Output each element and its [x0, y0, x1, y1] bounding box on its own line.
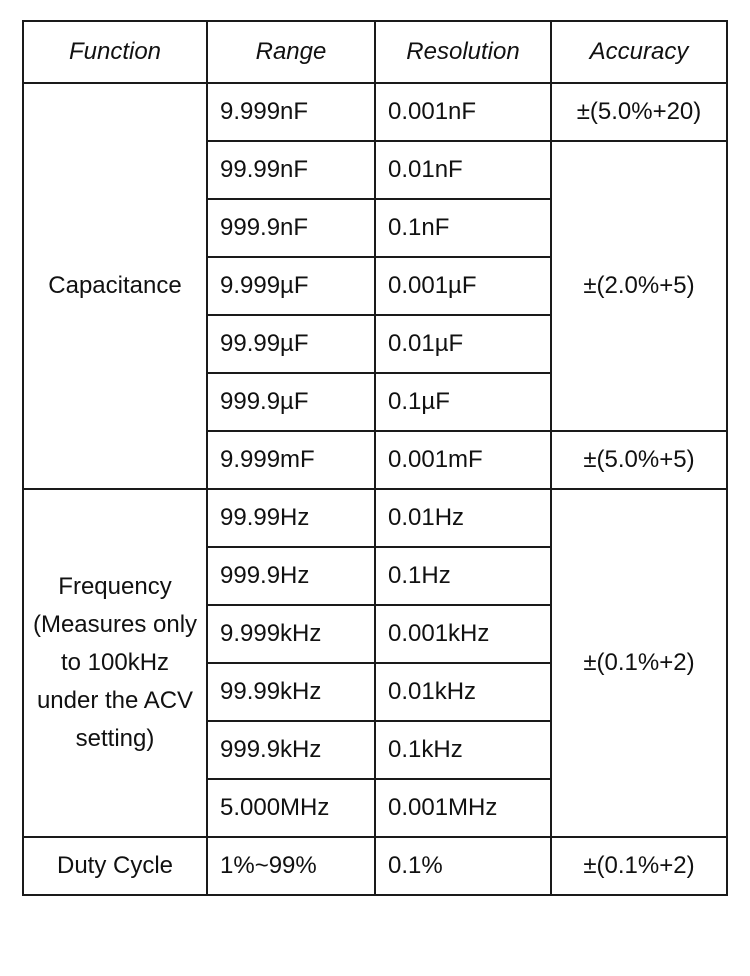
function-duty-cycle: Duty Cycle — [22, 836, 208, 896]
resolution-cell: 0.01kHz — [374, 662, 552, 722]
table-row: 999.9µF 0.1µF — [23, 372, 727, 432]
resolution-cell: 0.01µF — [374, 314, 552, 374]
table-row: 99.99nF 0.01nF ±(2.0%+5) — [23, 140, 728, 432]
table-row: Capacitance 9.999nF 0.001nF ±(5.0%+20) — [22, 82, 728, 490]
table-row: 999.9nF 0.1nF — [23, 198, 727, 258]
function-capacitance: Capacitance — [22, 82, 208, 490]
range-cell: 9.999mF — [206, 430, 376, 490]
header-function: Function — [22, 20, 208, 84]
specifications-table: Function Range Resolution Accuracy Capac… — [22, 20, 728, 896]
range-cell: 999.9kHz — [206, 720, 376, 780]
header-accuracy: Accuracy — [550, 20, 728, 84]
table-row: 99.99kHz 0.01kHz — [23, 662, 727, 722]
range-cell: 1%~99% — [206, 836, 376, 896]
resolution-cell: 0.1µF — [374, 372, 552, 432]
resolution-cell: 0.001mF — [374, 430, 552, 490]
range-cell: 9.999kHz — [206, 604, 376, 664]
table-row: Frequency (Measures only to 100kHz under… — [22, 488, 728, 838]
resolution-cell: 0.1% — [374, 836, 552, 896]
resolution-cell: 0.1Hz — [374, 546, 552, 606]
resolution-cell: 0.1nF — [374, 198, 552, 258]
table-row: 9.999µF 0.001µF — [23, 256, 727, 316]
resolution-cell: 0.001nF — [374, 82, 552, 142]
function-frequency: Frequency (Measures only to 100kHz under… — [22, 488, 208, 838]
range-cell: 99.99kHz — [206, 662, 376, 722]
header-row: Function Range Resolution Accuracy — [22, 20, 728, 84]
table-row: 99.99µF 0.01µF — [23, 314, 727, 374]
table-row: 999.9kHz 0.1kHz — [23, 720, 727, 780]
table-row: 9.999mF 0.001mF ±(5.0%+5) — [23, 430, 728, 490]
table-row: 9.999kHz 0.001kHz — [23, 604, 727, 664]
accuracy-cell: ±(0.1%+2) — [550, 488, 728, 838]
range-cell: 999.9nF — [206, 198, 376, 258]
header-resolution: Resolution — [374, 20, 552, 84]
accuracy-cell: ±(2.0%+5) — [550, 140, 728, 432]
resolution-cell: 0.01nF — [374, 140, 552, 200]
range-cell: 9.999nF — [206, 82, 376, 142]
range-cell: 5.000MHz — [206, 778, 376, 838]
table-row: 999.9Hz 0.1Hz — [23, 546, 727, 606]
table-row: 5.000MHz 0.001MHz — [23, 778, 727, 838]
range-cell: 999.9Hz — [206, 546, 376, 606]
accuracy-cell: ±(5.0%+20) — [550, 82, 728, 142]
header-range: Range — [206, 20, 376, 84]
resolution-cell: 0.001MHz — [374, 778, 552, 838]
range-cell: 9.999µF — [206, 256, 376, 316]
range-cell: 999.9µF — [206, 372, 376, 432]
accuracy-cell: ±(5.0%+5) — [550, 430, 728, 490]
range-cell: 99.99Hz — [206, 488, 376, 548]
table-row: Duty Cycle 1%~99% 0.1% ±(0.1%+2) — [22, 836, 728, 896]
resolution-cell: 0.001kHz — [374, 604, 552, 664]
range-cell: 99.99nF — [206, 140, 376, 200]
range-cell: 99.99µF — [206, 314, 376, 374]
resolution-cell: 0.01Hz — [374, 488, 552, 548]
resolution-cell: 0.001µF — [374, 256, 552, 316]
accuracy-cell: ±(0.1%+2) — [550, 836, 728, 896]
resolution-cell: 0.1kHz — [374, 720, 552, 780]
